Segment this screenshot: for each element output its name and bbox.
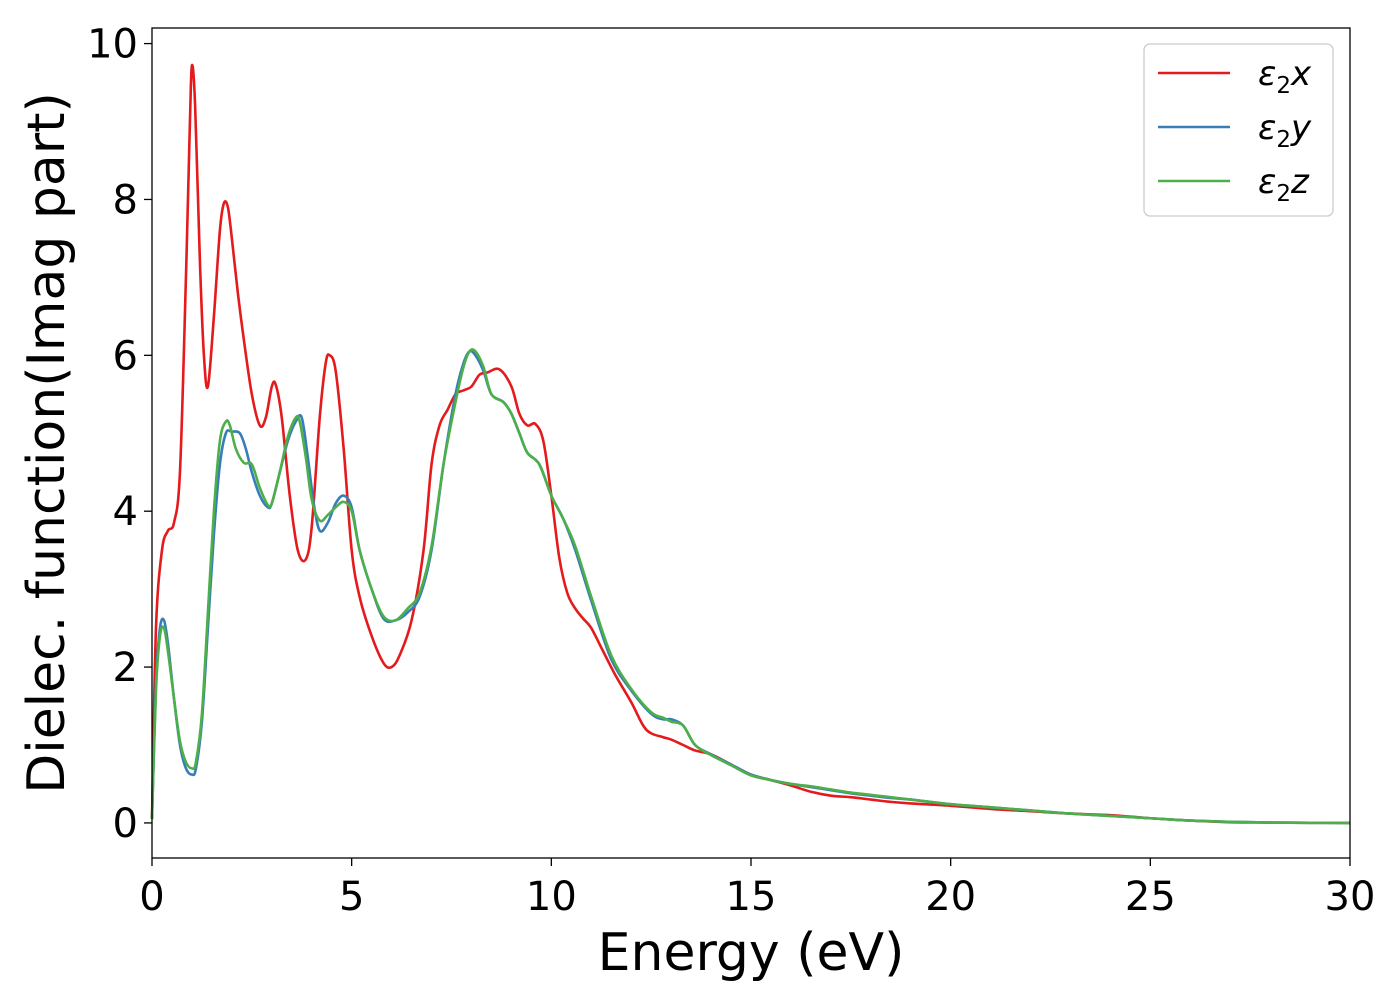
- legend-box: [1143, 43, 1334, 217]
- legend-label-y: ε2y: [1258, 108, 1312, 153]
- y-axis-label: Dielec. function(Imag part): [17, 92, 77, 794]
- x-tick-label: 20: [925, 874, 976, 920]
- series-line-y: [150, 349, 1351, 825]
- x-tick-label: 25: [1125, 874, 1176, 920]
- legend-label-x: ε2x: [1258, 54, 1312, 99]
- x-tick-label: 15: [726, 874, 777, 920]
- y-tick-label: 0: [113, 801, 138, 847]
- y-tick-label: 4: [113, 489, 138, 535]
- legend-entries: ε2x ε2y ε2z: [1158, 54, 1312, 207]
- legend: ε2x ε2y ε2z: [1143, 43, 1334, 217]
- series-line-x: [150, 63, 1351, 825]
- legend-label-z: ε2z: [1258, 162, 1310, 207]
- y-tick-label: 6: [113, 333, 138, 379]
- y-tick-label: 10: [87, 22, 138, 68]
- x-axis-label: Energy (eV): [598, 923, 905, 983]
- series-layer: [150, 63, 1351, 825]
- x-axis-ticks: 0 5 10 15 20 25 30: [139, 858, 1375, 920]
- y-tick-label: 8: [113, 177, 138, 223]
- x-tick-label: 0: [139, 874, 164, 920]
- y-tick-label: 2: [113, 645, 138, 691]
- x-tick-label: 5: [339, 874, 364, 920]
- x-tick-label: 30: [1325, 874, 1376, 920]
- series-line-z: [150, 348, 1351, 825]
- y-axis-ticks: 0 2 4 6 8 10: [87, 22, 152, 847]
- x-tick-label: 10: [526, 874, 577, 920]
